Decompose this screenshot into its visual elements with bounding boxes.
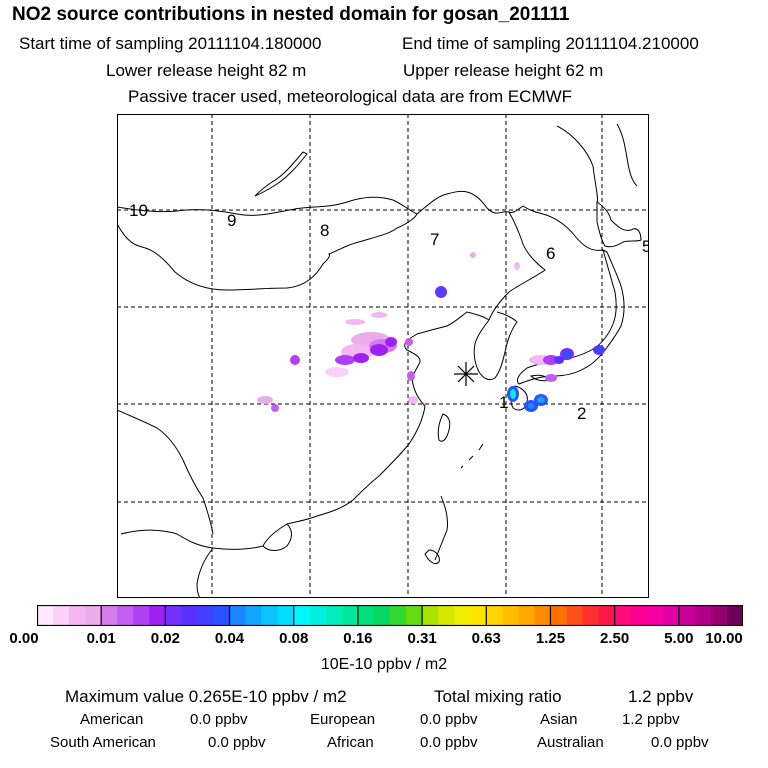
region-name: African bbox=[327, 734, 374, 751]
region-name: Australian bbox=[537, 734, 604, 751]
station-marker bbox=[454, 362, 478, 386]
colorbar-cell bbox=[341, 605, 359, 626]
total-mixing-value: 1.2 ppbv bbox=[628, 687, 694, 706]
region-name: European bbox=[310, 711, 376, 728]
region-name: Asian bbox=[540, 711, 578, 728]
lat-lon-grid bbox=[117, 114, 649, 598]
colorbar-tick-label: 0.31 bbox=[407, 630, 437, 647]
colorbar-cell bbox=[293, 605, 311, 626]
colorbar-tick-label: 0.01 bbox=[86, 630, 116, 647]
zone-label-2: 2 bbox=[577, 404, 586, 423]
colorbar-cell bbox=[229, 605, 247, 626]
colorbar-cell bbox=[678, 605, 696, 626]
colorbar-cell bbox=[614, 605, 632, 626]
colorbar-cell bbox=[261, 605, 279, 626]
colorbar-cell bbox=[181, 605, 199, 626]
region-name: South American bbox=[50, 734, 156, 751]
upper-release-label: Upper release height 62 m bbox=[403, 61, 604, 80]
coastlines bbox=[117, 123, 642, 598]
map-frame bbox=[117, 114, 649, 598]
colorbar-cell bbox=[133, 605, 150, 626]
colorbar-cell bbox=[438, 605, 455, 626]
colorbar-cell bbox=[566, 605, 584, 626]
lower-release-label: Lower release height 82 m bbox=[106, 61, 307, 80]
colorbar-cell bbox=[325, 605, 343, 626]
region-value: 1.2 ppbv bbox=[622, 711, 680, 728]
zone-label-5: 5 bbox=[642, 237, 649, 256]
region-value: 0.0 ppbv bbox=[651, 734, 709, 751]
colorbar-tick-label: 0.04 bbox=[214, 630, 245, 647]
colorbar-cell bbox=[662, 605, 680, 626]
zone-label-10: 10 bbox=[129, 201, 148, 220]
colorbar-tick-label: 0.02 bbox=[150, 630, 180, 647]
zone-label-6: 6 bbox=[546, 244, 555, 263]
colorbar-cell bbox=[390, 605, 407, 626]
colorbar-tick-label: 0.16 bbox=[343, 630, 373, 647]
colorbar-cell bbox=[486, 605, 503, 626]
total-mixing-label: Total mixing ratio bbox=[434, 687, 562, 706]
met-data-note: Passive tracer used, meteorological data… bbox=[128, 87, 573, 106]
region-value: 0.0 ppbv bbox=[420, 711, 478, 728]
zone-label-1: 1 bbox=[499, 393, 508, 412]
colorbar-cell bbox=[550, 605, 568, 626]
colorbar-cell bbox=[53, 605, 70, 626]
colorbar-tick-label: 0.63 bbox=[471, 630, 501, 647]
colorbar-cell bbox=[101, 605, 118, 626]
colorbar-cell bbox=[422, 605, 439, 626]
colorbar-cell bbox=[197, 605, 215, 626]
colorbar-cell bbox=[598, 605, 616, 626]
colorbar-cell bbox=[245, 605, 263, 626]
colorbar-tick-label: 0.08 bbox=[279, 630, 309, 647]
zone-label-9: 9 bbox=[227, 211, 236, 230]
colorbar-cell bbox=[149, 605, 166, 626]
region-value: 0.0 ppbv bbox=[208, 734, 266, 751]
colorbar-tick-label: 2.50 bbox=[600, 630, 630, 647]
colorbar-cell bbox=[454, 605, 471, 626]
colorbar-cell bbox=[117, 605, 134, 626]
start-time-label: Start time of sampling 20111104.180000 bbox=[19, 34, 322, 53]
colorbar-cell bbox=[726, 605, 743, 626]
colorbar-cell bbox=[213, 605, 231, 626]
map-panel: 10 9 8 7 6 5 1 2 bbox=[117, 114, 649, 598]
chart-title: NO2 source contributions in nested domai… bbox=[12, 4, 570, 25]
colorbar-cell bbox=[165, 605, 183, 626]
colorbar-cell bbox=[37, 605, 54, 626]
colorbar-cell bbox=[69, 605, 86, 626]
colorbar-cell bbox=[277, 605, 295, 626]
colorbar-cell bbox=[518, 605, 536, 626]
colorbar-cell bbox=[694, 605, 712, 626]
colorbar-tick-label: 5.00 bbox=[664, 630, 694, 647]
colorbar-cell bbox=[357, 605, 375, 626]
colorbar-cell bbox=[406, 605, 423, 626]
colorbar-cell bbox=[534, 605, 552, 626]
region-value: 0.0 ppbv bbox=[420, 734, 478, 751]
colorbar-cell bbox=[85, 605, 102, 626]
colorbar-unit: 10E-10 ppbv / m2 bbox=[320, 656, 448, 673]
colorbar-cell bbox=[470, 605, 487, 626]
colorbar-cell bbox=[646, 605, 664, 626]
region-name: American bbox=[80, 711, 144, 728]
region-value: 0.0 ppbv bbox=[190, 711, 248, 728]
maximum-value: Maximum value 0.265E-10 ppbv / m2 bbox=[65, 687, 347, 706]
colorbar-cell bbox=[309, 605, 327, 626]
end-time-label: End time of sampling 20111104.210000 bbox=[402, 34, 699, 53]
colorbar bbox=[37, 605, 743, 626]
colorbar-cell bbox=[710, 605, 728, 626]
colorbar-tick-label: 1.25 bbox=[535, 630, 566, 647]
colorbar-cell bbox=[630, 605, 648, 626]
colorbar-tick-label: 0.00 bbox=[9, 630, 39, 647]
zone-label-8: 8 bbox=[320, 221, 329, 240]
colorbar-cell bbox=[373, 605, 391, 626]
zone-label-7: 7 bbox=[430, 230, 439, 249]
concentration-field bbox=[257, 252, 605, 412]
colorbar-tick-label: 10.00 bbox=[705, 630, 743, 647]
colorbar-cell bbox=[502, 605, 519, 626]
colorbar-cell bbox=[582, 605, 600, 626]
